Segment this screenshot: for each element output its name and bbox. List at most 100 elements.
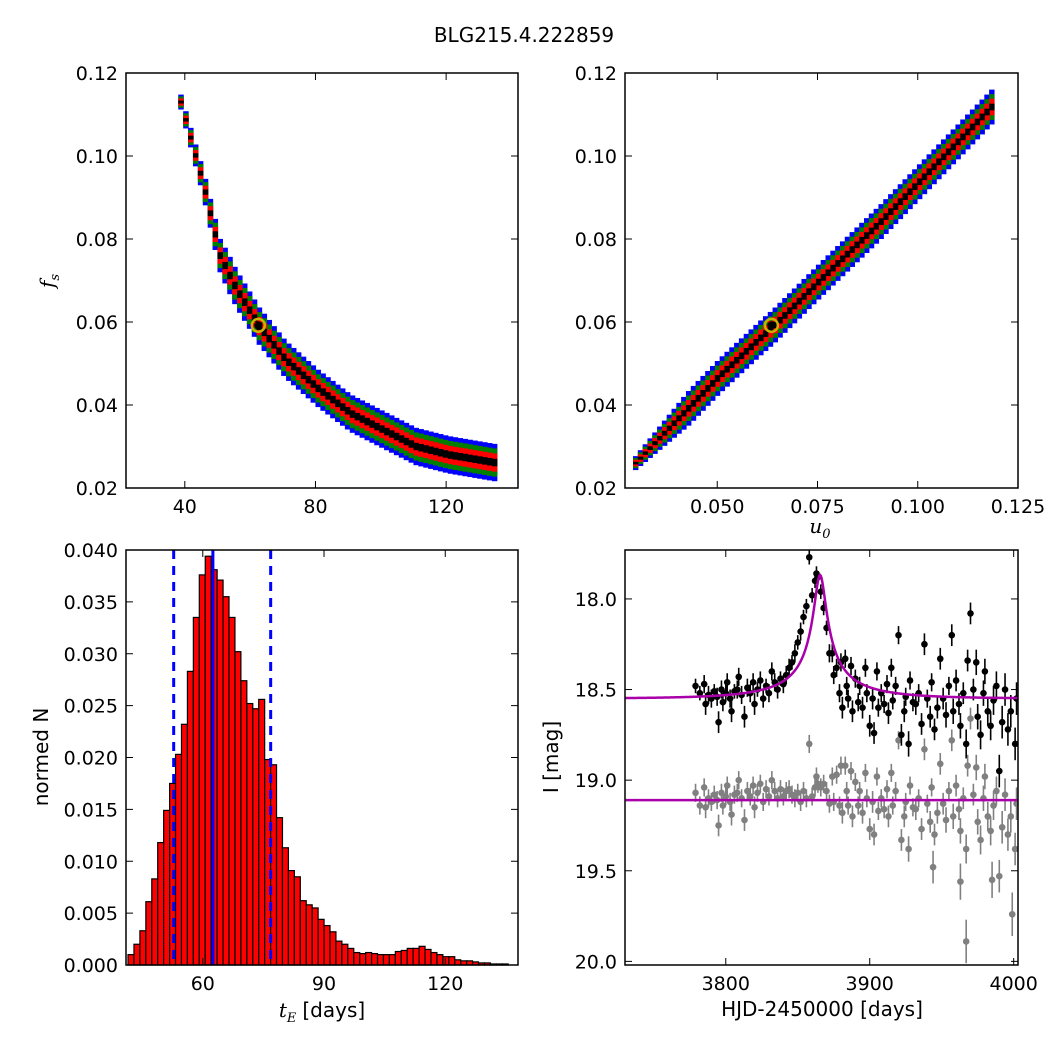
density-region-core — [835, 260, 841, 267]
black-data-point — [980, 689, 987, 697]
y-tick-label: 0.12 — [575, 63, 617, 85]
gray-data-point — [735, 776, 743, 784]
black-data-point — [700, 680, 708, 688]
black-data-point — [906, 677, 914, 684]
gray-data-point — [936, 760, 944, 768]
gray-data-point — [962, 938, 970, 945]
histogram-bar — [335, 940, 343, 966]
histogram-bar — [234, 651, 242, 966]
black-data-point — [928, 678, 935, 686]
black-data-point — [1004, 726, 1012, 733]
gray-data-point — [757, 780, 764, 788]
black-data-point — [696, 689, 704, 697]
x-tick-label: 0.100 — [891, 496, 945, 518]
black-data-point — [974, 713, 981, 721]
black-data-point — [981, 668, 989, 675]
gray-data-point — [719, 802, 727, 809]
gray-data-point — [794, 789, 802, 797]
density-region-core — [965, 128, 971, 136]
density-region-core — [633, 461, 639, 465]
histogram-bar — [436, 954, 444, 966]
black-data-point — [866, 722, 874, 730]
y-tick-label: 0.02 — [575, 478, 617, 500]
black-data-point — [873, 668, 881, 675]
y-tick-label: 0.005 — [64, 903, 118, 925]
density-region-core — [457, 453, 464, 461]
gray-data-point — [744, 787, 751, 795]
gray-data-point — [970, 791, 977, 798]
gray-data-point — [1008, 910, 1016, 918]
density-region-core — [486, 457, 493, 466]
gray-data-point — [929, 863, 937, 871]
gray-data-point — [962, 845, 970, 853]
y-tick-label: 18.5 — [575, 680, 617, 702]
black-data-point — [859, 704, 866, 711]
black-data-point — [844, 695, 852, 702]
density-region-core — [276, 347, 282, 355]
y-tick-label: 0.02 — [76, 478, 118, 500]
histogram-bar — [281, 847, 290, 966]
gray-data-point — [928, 784, 935, 791]
x-tick-label: 3800 — [702, 973, 750, 995]
y-tick-label: 0.08 — [76, 229, 118, 251]
density-region-core — [921, 173, 928, 181]
x-tick-label: 0.075 — [790, 496, 844, 518]
gray-data-point — [805, 740, 813, 748]
black-data-point — [918, 720, 925, 728]
black-data-point — [741, 713, 748, 721]
gray-data-point — [849, 813, 856, 820]
x-tick-label: 40 — [173, 496, 197, 518]
y-tick-label: 0.010 — [64, 851, 118, 873]
density-region-core — [743, 347, 750, 355]
density-region-core — [364, 417, 370, 426]
histogram-bar — [139, 930, 147, 966]
gray-data-point — [921, 746, 928, 753]
gray-data-point — [823, 787, 830, 795]
density-region-core — [388, 430, 395, 438]
gray-data-point — [722, 793, 730, 800]
x-tick-label: 120 — [428, 496, 464, 518]
black-data-point — [926, 713, 934, 721]
density-region-core — [418, 444, 424, 452]
density-region-core — [700, 390, 706, 397]
histogram-bar — [317, 918, 325, 966]
gray-data-point — [977, 836, 984, 844]
gray-data-point — [751, 804, 758, 811]
gray-data-point — [847, 767, 855, 775]
histogram-bar — [204, 555, 212, 966]
black-data-point — [768, 668, 776, 675]
black-data-point — [931, 726, 938, 733]
gray-data-point — [957, 827, 964, 835]
density-region-core — [232, 281, 238, 290]
black-data-point — [726, 695, 734, 702]
density-region-core — [452, 452, 459, 460]
density-region-core — [695, 395, 701, 402]
black-data-point — [972, 659, 980, 666]
x-tick-label: 0.125 — [991, 496, 1045, 518]
y-tick-label: 18.0 — [575, 589, 617, 611]
density-region-core — [188, 135, 194, 140]
gray-data-point — [972, 764, 980, 771]
density-region-core — [657, 435, 663, 441]
black-data-point — [875, 704, 882, 711]
histogram-bar — [145, 901, 153, 966]
black-data-point — [788, 659, 796, 666]
black-data-point — [841, 655, 849, 663]
density-region-core — [393, 432, 400, 441]
histogram-bar — [216, 579, 224, 966]
density-region-core — [384, 427, 390, 436]
density-region-core — [447, 451, 454, 459]
density-region-core — [290, 362, 297, 371]
density-region-core — [782, 312, 788, 319]
figure-title: BLG215.4.222859 — [434, 23, 614, 47]
density-region-core — [738, 352, 745, 360]
density-region-core — [192, 153, 199, 158]
density-region-core — [374, 422, 380, 431]
gray-data-point — [852, 778, 859, 786]
gray-data-point — [939, 800, 947, 808]
gray-data-point — [1004, 831, 1012, 838]
gray-data-point — [859, 809, 866, 817]
black-data-point — [794, 639, 802, 646]
y-tick-label: 0.020 — [64, 748, 118, 770]
gray-data-point — [808, 793, 816, 800]
